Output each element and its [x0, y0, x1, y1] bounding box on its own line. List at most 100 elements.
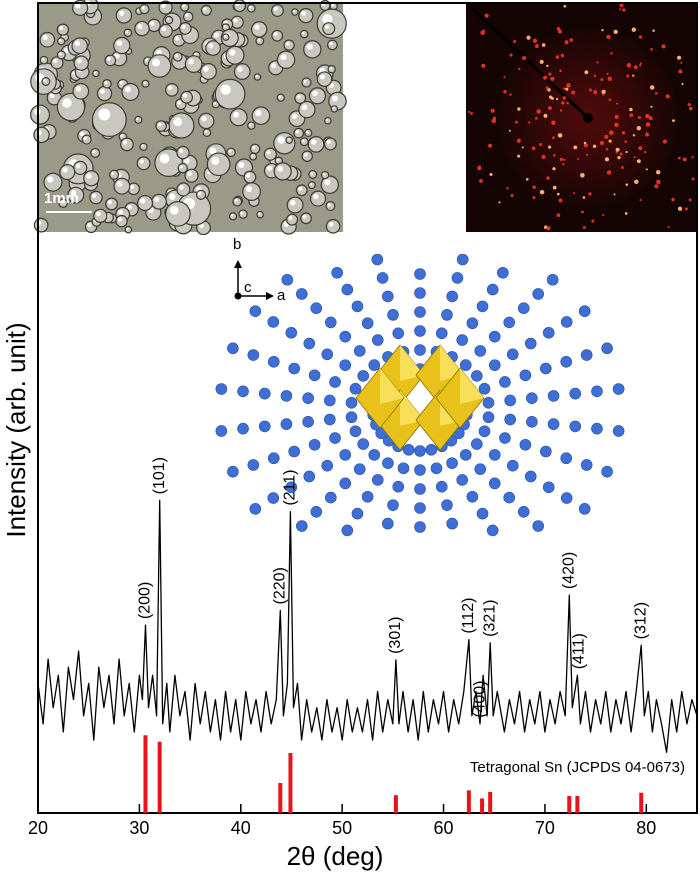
spot: [661, 44, 666, 49]
atom: [446, 290, 458, 303]
droplet-highlight: [331, 3, 334, 7]
droplet: [178, 22, 192, 35]
spot: [615, 151, 618, 154]
atom: [310, 505, 323, 518]
spot: [588, 88, 592, 92]
atom: [578, 503, 591, 515]
spot: [509, 53, 513, 57]
droplet-highlight: [74, 40, 81, 47]
droplet: [301, 77, 312, 88]
droplet: [165, 201, 191, 227]
droplet: [72, 82, 90, 100]
spot: [557, 29, 562, 34]
atom: [482, 411, 495, 424]
droplet-highlight: [184, 158, 190, 164]
droplet-highlight: [319, 74, 325, 80]
spot: [564, 40, 569, 45]
droplet-highlight: [214, 32, 220, 38]
droplet-highlight: [204, 130, 208, 133]
spot: [671, 197, 675, 202]
spot: [518, 67, 521, 71]
droplet-highlight: [177, 100, 182, 105]
atom: [368, 359, 381, 371]
spot: [638, 35, 643, 39]
droplet: [92, 69, 100, 78]
droplet: [298, 8, 314, 24]
atom: [459, 359, 472, 371]
atom: [258, 387, 271, 400]
spot: [625, 150, 628, 154]
droplet-highlight: [116, 40, 123, 46]
droplet-highlight: [301, 11, 307, 16]
spot: [490, 108, 495, 113]
droplet-highlight: [143, 81, 146, 84]
spot: [606, 34, 611, 40]
spot: [678, 69, 683, 74]
atom: [267, 355, 280, 368]
atom: [339, 359, 352, 371]
atom: [435, 327, 448, 340]
droplet: [202, 128, 212, 137]
atom: [237, 422, 249, 435]
droplet-highlight: [60, 200, 64, 204]
droplet-highlight: [114, 53, 120, 59]
droplet: [255, 36, 265, 46]
droplet: [298, 100, 316, 119]
droplet-highlight: [106, 57, 111, 61]
spot: [480, 30, 485, 36]
y-axis-label: Intensity (arb. unit): [1, 322, 31, 537]
droplet: [309, 190, 327, 207]
droplet-highlight: [290, 199, 296, 206]
atom: [542, 326, 555, 339]
spot: [624, 140, 628, 143]
atom: [247, 349, 260, 361]
droplet-highlight: [152, 58, 160, 67]
atom: [414, 287, 426, 299]
spot: [632, 134, 636, 137]
x-tick-label: 20: [28, 818, 48, 838]
droplet: [230, 15, 244, 29]
spot: [599, 140, 605, 146]
spot: [684, 207, 688, 211]
atom: [482, 396, 495, 409]
spot: [614, 114, 619, 119]
spot: [546, 64, 549, 68]
atom: [591, 385, 603, 398]
spot: [593, 74, 597, 78]
spot: [588, 192, 592, 196]
atom: [267, 492, 280, 504]
spot: [614, 122, 619, 128]
spot: [648, 116, 653, 121]
droplet-highlight: [92, 150, 96, 154]
spot: [604, 134, 609, 139]
spot: [525, 178, 529, 181]
droplet-highlight: [296, 94, 301, 99]
spot: [536, 109, 541, 114]
droplet: [104, 54, 117, 67]
axis-a-label: a: [277, 287, 286, 304]
droplet-highlight: [328, 221, 334, 227]
spot: [650, 105, 653, 108]
droplet: [325, 201, 336, 212]
atom: [425, 444, 438, 456]
droplet: [273, 132, 296, 155]
droplet: [113, 36, 131, 55]
axis-b-label: b: [233, 236, 241, 253]
spot: [622, 8, 626, 12]
droplet-highlight: [136, 9, 140, 12]
droplet: [56, 50, 66, 60]
droplet: [226, 147, 236, 158]
droplet-highlight: [59, 26, 64, 30]
droplet-highlight: [179, 165, 183, 169]
spot: [645, 168, 648, 171]
spot: [556, 213, 561, 217]
spot: [532, 185, 536, 189]
spot: [479, 179, 483, 183]
atom: [414, 325, 426, 337]
peak-label: (211): [282, 470, 299, 506]
droplet: [276, 50, 296, 70]
droplet: [229, 108, 248, 127]
spot: [481, 63, 486, 68]
spot: [563, 87, 566, 90]
spot: [484, 13, 489, 18]
